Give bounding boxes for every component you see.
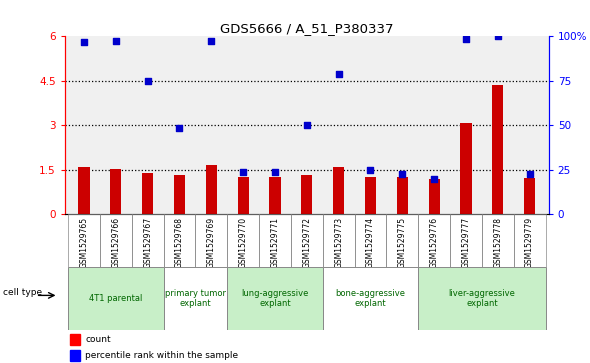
Point (270, 169, 280, 175)
Bar (163, 214, 195, 267)
Bar (460, 123, 471, 214)
Text: GSM1529765: GSM1529765 (80, 217, 88, 268)
Bar (418, 267, 546, 330)
Text: percentile rank within the sample: percentile rank within the sample (85, 351, 238, 360)
Bar (238, 176, 249, 214)
Point (206, 38, 216, 44)
Text: lung-aggressive
explant: lung-aggressive explant (241, 289, 309, 308)
Bar (110, 169, 122, 214)
Bar (78, 167, 90, 214)
Text: GSM1529773: GSM1529773 (334, 217, 343, 268)
Bar (259, 214, 291, 267)
Text: GSM1529770: GSM1529770 (238, 217, 248, 268)
Text: primary tumor
explant: primary tumor explant (165, 289, 226, 308)
Bar (365, 176, 376, 214)
Bar (68, 214, 100, 267)
Bar (514, 214, 546, 267)
Bar (386, 214, 418, 267)
Point (238, 169, 248, 175)
Bar (227, 214, 259, 267)
Bar (100, 214, 132, 267)
Text: GSM1529776: GSM1529776 (430, 217, 438, 268)
Bar (132, 214, 163, 267)
Text: GSM1529778: GSM1529778 (493, 217, 502, 268)
Bar (323, 267, 418, 330)
Point (525, 171, 535, 177)
Text: 4T1 parental: 4T1 parental (89, 294, 143, 303)
Bar (482, 214, 514, 267)
Text: GSM1529772: GSM1529772 (302, 217, 312, 268)
Text: GSM1529779: GSM1529779 (525, 217, 534, 268)
Point (493, 33, 503, 39)
Bar (70, 334, 80, 345)
Text: GSM1529768: GSM1529768 (175, 217, 184, 268)
Text: GSM1529777: GSM1529777 (461, 217, 470, 268)
Bar (163, 267, 227, 330)
Bar (492, 85, 503, 214)
Point (430, 176, 439, 182)
Title: GDS5666 / A_51_P380337: GDS5666 / A_51_P380337 (220, 22, 394, 35)
Bar (396, 176, 408, 214)
Point (366, 167, 375, 173)
Point (398, 171, 407, 177)
Bar (174, 175, 185, 214)
Text: GSM1529771: GSM1529771 (270, 217, 280, 268)
Bar (355, 214, 386, 267)
Bar (270, 176, 280, 214)
Text: GSM1529775: GSM1529775 (398, 217, 407, 268)
Text: cell type: cell type (4, 288, 42, 297)
Text: GSM1529767: GSM1529767 (143, 217, 152, 268)
Bar (524, 178, 535, 214)
Point (79, 39, 88, 45)
Bar (195, 214, 227, 267)
Bar (227, 267, 323, 330)
Bar (70, 350, 80, 362)
Bar (206, 165, 217, 214)
Bar (301, 175, 312, 214)
Bar (323, 214, 355, 267)
Text: GSM1529774: GSM1529774 (366, 217, 375, 268)
Bar (428, 179, 440, 214)
Bar (333, 167, 344, 214)
Point (334, 71, 343, 77)
Bar (450, 214, 482, 267)
Point (175, 125, 184, 131)
Point (461, 36, 471, 41)
Point (111, 38, 120, 44)
Bar (418, 214, 450, 267)
Text: bone-aggressive
explant: bone-aggressive explant (336, 289, 405, 308)
Text: GSM1529769: GSM1529769 (207, 217, 216, 268)
Bar (68, 267, 163, 330)
Point (302, 122, 312, 128)
Bar (291, 214, 323, 267)
Bar (142, 173, 153, 214)
Text: count: count (85, 335, 111, 344)
Text: liver-aggressive
explant: liver-aggressive explant (448, 289, 515, 308)
Point (143, 78, 152, 84)
Text: GSM1529766: GSM1529766 (112, 217, 120, 268)
